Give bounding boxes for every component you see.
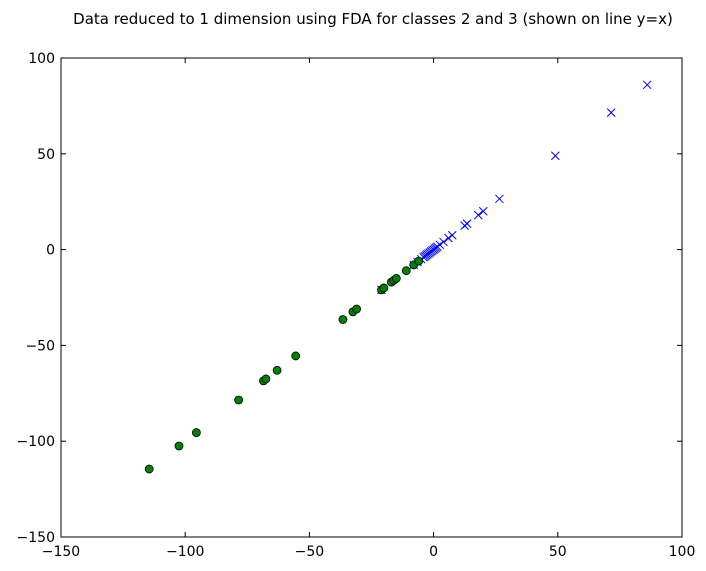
circle-point: [379, 283, 389, 293]
x-tick-label: 50: [549, 544, 567, 560]
cross-point: [606, 108, 616, 117]
cross-point: [447, 230, 457, 240]
cross-point: [444, 233, 453, 243]
y-tick-label: 100: [28, 51, 55, 67]
plot-frame: [60, 57, 683, 538]
circle-point: [234, 395, 244, 405]
x-tick-label: −100: [166, 544, 204, 560]
circle-point: [338, 315, 348, 324]
x-tick-label: −150: [42, 544, 80, 560]
circle-point: [174, 441, 184, 451]
cross-point: [478, 206, 488, 216]
plot-marks: [144, 80, 652, 474]
chart-title: Data reduced to 1 dimension using FDA fo…: [73, 10, 673, 28]
circle-point: [191, 428, 201, 437]
cross-point: [642, 80, 652, 90]
cross-point: [550, 151, 560, 161]
y-tick-label: −50: [25, 338, 55, 354]
x-tick-label: −50: [295, 544, 325, 560]
circle-point: [144, 464, 154, 474]
y-tick-label: −100: [17, 434, 55, 450]
circle-point: [291, 351, 301, 361]
y-tick-label: −150: [17, 530, 55, 546]
y-tick-label: 50: [37, 147, 55, 163]
circle-point: [391, 273, 401, 283]
x-tick-label: 0: [429, 544, 438, 560]
x-tick-label: 100: [669, 544, 696, 560]
cross-point: [460, 221, 470, 231]
cross-point: [439, 237, 448, 247]
y-tick-label: 0: [46, 243, 55, 259]
circle-point: [272, 365, 282, 375]
circle-point: [261, 374, 271, 384]
circle-point: [352, 304, 361, 314]
circle-point: [414, 256, 424, 266]
cross-point: [495, 194, 504, 204]
cross-point: [473, 210, 483, 220]
axes: −150 −100 −50 0 50 100 −150 −100 −50 0 50 100: [17, 51, 696, 560]
circle-point: [401, 266, 411, 276]
